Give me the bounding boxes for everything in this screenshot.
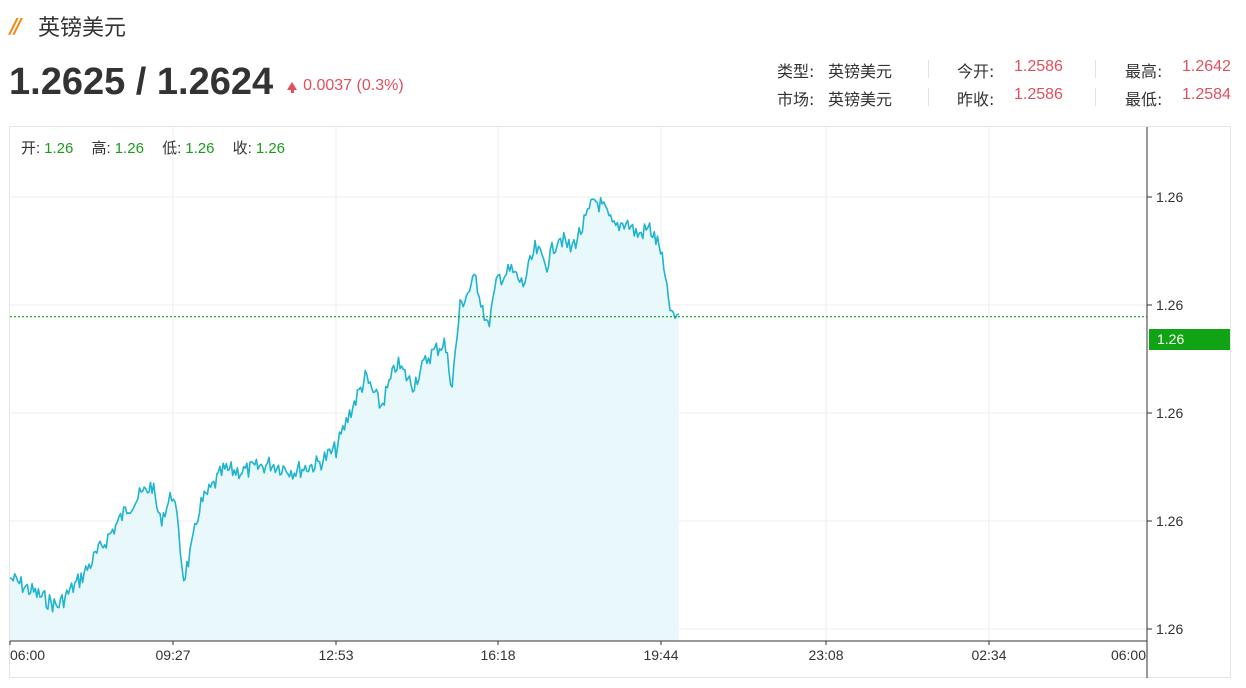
- instrument-title: 英镑美元: [38, 16, 127, 41]
- market-label: 市场:: [777, 90, 815, 109]
- open-label: 今开:: [957, 62, 995, 81]
- high-value: 1.2642: [1182, 58, 1231, 75]
- brand-logo-icon: //: [10, 14, 21, 38]
- info-row-1: 类型: 英镑美元 今开: 1.2586 最高: 1.2642: [740, 58, 1240, 81]
- info-row-2: 市场: 英镑美元 昨收: 1.2586 最低: 1.2584: [740, 86, 1240, 109]
- info-divider: [1095, 60, 1096, 78]
- prev-close-value: 1.2586: [1014, 86, 1063, 103]
- info-divider: [928, 60, 929, 78]
- up-arrow-icon: [287, 82, 298, 93]
- price-line: [9, 196, 680, 613]
- current-price: 1.2625 / 1.2624: [9, 60, 274, 103]
- price-line: 1.2625 / 1.2624 0.0037 (0.3%): [9, 58, 404, 106]
- ohlc-readout: 开: 1.26 高: 1.26 低: 1.26 收: 1.26: [21, 137, 299, 158]
- y-tick-label: 1.26: [1156, 513, 1183, 529]
- y-tick-label: 1.26: [1156, 405, 1183, 421]
- x-tick-label: 19:44: [643, 647, 678, 663]
- ohlc-low-label: 低:: [162, 140, 182, 157]
- ohlc-open-label: 开:: [21, 140, 41, 157]
- ohlc-close-value: 1.26: [255, 140, 286, 157]
- x-tick-label: 02:34: [971, 647, 1006, 663]
- ohlc-high-label: 高:: [91, 140, 111, 157]
- prev-close-label: 昨收:: [957, 90, 995, 109]
- x-tick-label: 23:08: [808, 647, 843, 663]
- price-change: 0.0037 (0.3%): [303, 77, 404, 94]
- y-tick-label: 1.26: [1156, 189, 1183, 205]
- x-tick-label: 06:00: [1111, 647, 1146, 663]
- high-label: 最高:: [1125, 62, 1163, 81]
- x-tick-label: 12:53: [318, 647, 353, 663]
- open-value: 1.2586: [1014, 58, 1063, 75]
- low-value: 1.2584: [1182, 86, 1231, 103]
- type-label: 类型:: [777, 62, 815, 81]
- x-tick-label: 16:18: [480, 647, 515, 663]
- ohlc-low-value: 1.26: [185, 140, 215, 157]
- market-value: 英镑美元: [828, 90, 893, 109]
- info-divider: [928, 88, 929, 106]
- ohlc-close-label: 收:: [232, 140, 252, 157]
- x-tick-label: 06:00: [10, 647, 45, 663]
- info-divider: [1095, 88, 1096, 106]
- y-tick-label: 1.26: [1156, 297, 1183, 313]
- chart-frame[interactable]: [9, 126, 1231, 678]
- ohlc-high-value: 1.26: [114, 140, 144, 157]
- x-tick-label: 09:27: [155, 647, 190, 663]
- ohlc-open-value: 1.26: [44, 140, 74, 157]
- type-value: 英镑美元: [828, 62, 893, 81]
- low-label: 最低:: [1125, 90, 1163, 109]
- current-price-tag: 1.26: [1149, 329, 1230, 350]
- y-tick-label: 1.26: [1156, 621, 1183, 637]
- price-area: [10, 197, 679, 641]
